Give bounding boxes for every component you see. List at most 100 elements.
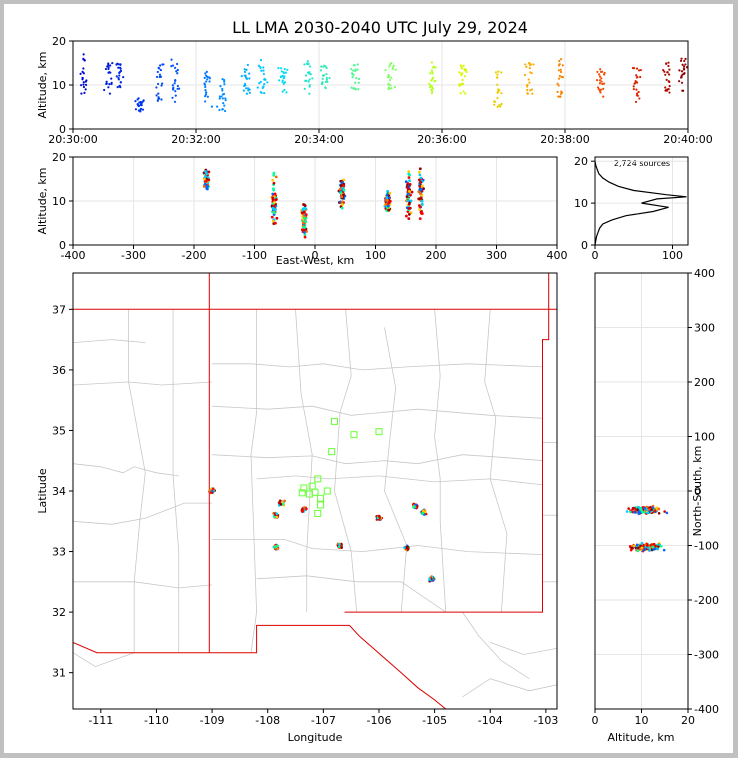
ew-source-point: [302, 203, 306, 207]
th-source-point: [635, 94, 639, 97]
ew-source-point: [385, 193, 389, 197]
lma-station-marker: [323, 487, 331, 495]
th-source-point: [681, 73, 684, 76]
th-source-point: [306, 60, 309, 63]
th-source-point: [667, 73, 671, 76]
th-source-point: [83, 91, 86, 94]
th-source-point: [208, 77, 211, 80]
th-source-point: [668, 85, 671, 88]
th-source-point: [223, 78, 226, 82]
th-source-point: [388, 65, 391, 68]
ew-source-point: [409, 193, 412, 197]
th-source-point: [283, 75, 286, 78]
th-source-point: [260, 69, 263, 72]
th-source-point: [390, 87, 393, 90]
th-source-point: [325, 73, 328, 76]
th-source-point: [264, 78, 267, 81]
plan-tick-label-x: -109: [200, 714, 225, 727]
ew-tick-label-x: -300: [121, 249, 146, 262]
ew-tick-label-x: -200: [182, 249, 207, 262]
th-source-point: [352, 64, 356, 67]
th-source-point: [84, 88, 87, 91]
th-source-point: [460, 74, 463, 77]
th-source-point: [206, 78, 209, 81]
ew-source-point: [339, 191, 343, 195]
th-source-point: [243, 82, 247, 86]
th-source-point: [355, 76, 358, 80]
th-source-point: [216, 105, 219, 108]
th-source-point: [244, 76, 248, 79]
th-source-point: [497, 70, 500, 73]
ew-source-point: [272, 171, 276, 175]
th-source-point: [600, 80, 603, 83]
th-source-point: [156, 70, 159, 74]
th-source-point: [258, 82, 261, 85]
th-source-point: [105, 82, 108, 85]
plan-xlabel: Longitude: [288, 731, 343, 744]
th-source-point: [325, 78, 328, 81]
th-source-point: [277, 67, 280, 70]
th-source-point: [665, 78, 668, 81]
plan-source-point: [337, 545, 341, 549]
ns-source-point: [633, 507, 637, 510]
th-source-point: [560, 75, 563, 78]
th-source-point: [206, 75, 209, 79]
th-source-point: [171, 96, 174, 99]
ew-source-point: [339, 184, 343, 187]
plan-tick-label-y: 35: [52, 424, 66, 437]
ns-source-point: [639, 506, 643, 510]
ns-source-point: [650, 508, 653, 511]
th-source-point: [532, 63, 535, 66]
th-tick-label-x: 20:34:00: [294, 133, 343, 146]
th-source-point: [84, 83, 88, 86]
th-source-point: [259, 91, 262, 94]
th-source-point: [598, 89, 602, 92]
county-boundary-line: [212, 539, 544, 555]
lma-station-marker: [350, 431, 358, 439]
ew-source-point: [407, 176, 411, 179]
th-source-point: [596, 79, 599, 82]
ew-source-point: [303, 226, 307, 229]
ew-source-point: [418, 208, 422, 211]
ew-source-point: [408, 179, 411, 183]
th-source-point: [103, 88, 106, 92]
th-source-point: [156, 99, 159, 102]
th-source-point: [282, 82, 285, 85]
th-source-point: [204, 72, 207, 75]
ew-source-point: [388, 191, 392, 195]
th-source-point: [107, 86, 110, 89]
th-source-point: [664, 73, 667, 76]
th-source-point: [350, 68, 353, 71]
th-source-point: [79, 72, 82, 75]
th-source-point: [170, 58, 173, 61]
th-source-point: [221, 89, 224, 92]
th-source-point: [525, 65, 528, 69]
ew-source-point: [340, 206, 344, 210]
th-source-point: [559, 68, 562, 71]
plan-tick-label-y: 37: [52, 303, 66, 316]
th-source-point: [560, 90, 563, 93]
th-source-point: [638, 97, 641, 100]
th-source-point: [632, 87, 635, 91]
th-source-point: [261, 86, 264, 90]
th-source-point: [160, 98, 163, 101]
th-source-point: [308, 78, 311, 81]
ns-source-point: [647, 546, 650, 549]
th-source-point: [556, 82, 559, 85]
th-source-point: [559, 95, 562, 98]
ew-source-point: [385, 196, 389, 200]
th-source-point: [174, 90, 177, 93]
plan-ylabel: Latitude: [36, 468, 49, 514]
th-source-point: [104, 67, 108, 71]
th-source-point: [496, 83, 499, 86]
th-source-point: [462, 64, 465, 67]
th-source-point: [243, 68, 246, 71]
ns-xlabel: Altitude, km: [607, 731, 674, 744]
th-source-point: [557, 84, 560, 87]
th-source-point: [356, 63, 359, 66]
ew-source-point: [205, 187, 209, 190]
ns-tick-label-y: 0: [694, 485, 701, 498]
th-source-point: [357, 88, 360, 91]
ew-source-point: [404, 180, 408, 184]
th-tick-label-x: 20:38:00: [540, 133, 589, 146]
